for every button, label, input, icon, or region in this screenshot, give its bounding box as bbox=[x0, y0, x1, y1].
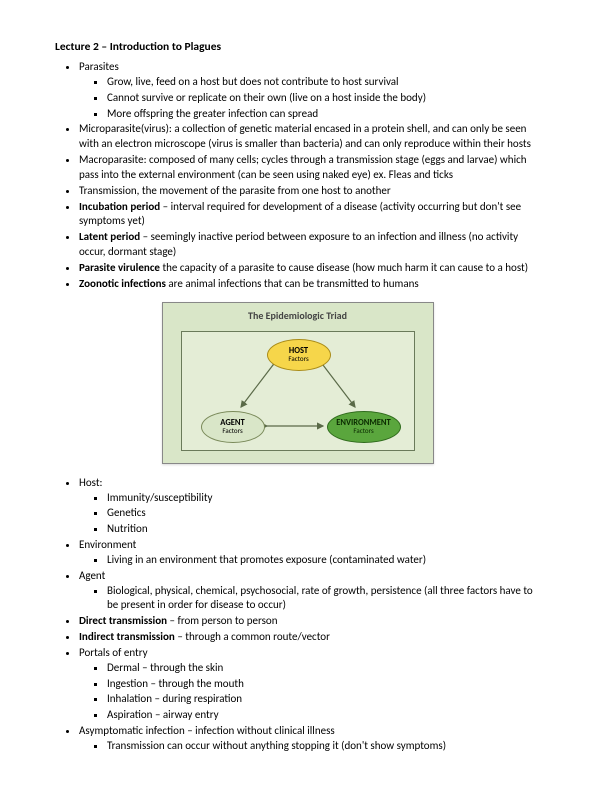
node-agent: AGENT Factors bbox=[201, 411, 265, 443]
list-item: Dermal – through the skin bbox=[107, 661, 540, 676]
node-environment: ENVIRONMENT Factors bbox=[327, 411, 401, 443]
triad-diagram: The Epidemiologic Triad HOST Factors bbox=[162, 302, 434, 464]
text: Agent bbox=[79, 569, 105, 582]
term: Indirect transmission bbox=[79, 630, 175, 643]
text: the capacity of a parasite to cause dise… bbox=[160, 261, 528, 274]
list-item: Ingestion – through the mouth bbox=[107, 677, 540, 692]
list-item: Inhalation – during respiration bbox=[107, 692, 540, 707]
list-item: Asymptomatic infection – infection witho… bbox=[79, 724, 540, 754]
text: – seemingly inactive period between expo… bbox=[79, 230, 518, 258]
list-item: Indirect transmission – through a common… bbox=[79, 630, 540, 645]
list-item: Incubation period – interval required fo… bbox=[79, 200, 540, 230]
list-item: Agent Biological, physical, chemical, ps… bbox=[79, 569, 540, 614]
node-host: HOST Factors bbox=[267, 339, 331, 371]
list-item: Cannot survive or replicate on their own… bbox=[107, 91, 540, 106]
term: Zoonotic infections bbox=[79, 277, 166, 290]
list-item: Parasite virulence the capacity of a par… bbox=[79, 261, 540, 276]
term: Direct transmission bbox=[79, 614, 167, 627]
list-item: Portals of entry Dermal – through the sk… bbox=[79, 646, 540, 723]
list-item: Nutrition bbox=[107, 522, 540, 537]
bullet-list-bottom: Host: Immunity/susceptibility Genetics N… bbox=[55, 476, 540, 754]
list-item: Grow, live, feed on a host but does not … bbox=[107, 75, 540, 90]
list-item: Immunity/susceptibility bbox=[107, 491, 540, 506]
document-page: Lecture 2 – Introduction to Plagues Para… bbox=[0, 0, 595, 785]
list-item: Living in an environment that promotes e… bbox=[107, 553, 540, 568]
term: Incubation period bbox=[79, 200, 160, 213]
term: Parasite virulence bbox=[79, 261, 160, 274]
list-item: Latent period – seemingly inactive perio… bbox=[79, 230, 540, 260]
list-item: Biological, physical, chemical, psychoso… bbox=[107, 584, 540, 614]
list-item: Genetics bbox=[107, 506, 540, 521]
list-item: Macroparasite: composed of many cells; c… bbox=[79, 153, 540, 183]
list-item: Aspiration – airway entry bbox=[107, 708, 540, 723]
list-item: Microparasite(virus): a collection of ge… bbox=[79, 122, 540, 152]
text: Asymptomatic infection – infection witho… bbox=[79, 724, 335, 737]
list-item: More offspring the greater infection can… bbox=[107, 107, 540, 122]
text: – through a common route/vector bbox=[175, 630, 330, 643]
text: Parasites bbox=[79, 60, 119, 73]
text: Environment bbox=[79, 538, 136, 551]
bullet-list-top: Parasites Grow, live, feed on a host but… bbox=[55, 60, 540, 292]
triad-diagram-container: The Epidemiologic Triad HOST Factors bbox=[55, 302, 540, 464]
node-sublabel: Factors bbox=[353, 427, 373, 434]
list-item: Transmission, the movement of the parasi… bbox=[79, 184, 540, 199]
node-sublabel: Factors bbox=[288, 355, 308, 362]
lecture-title: Lecture 2 – Introduction to Plagues bbox=[55, 40, 540, 54]
list-item: Host: Immunity/susceptibility Genetics N… bbox=[79, 476, 540, 537]
diagram-arrows bbox=[163, 303, 433, 463]
node-sublabel: Factors bbox=[222, 427, 242, 434]
list-item: Zoonotic infections are animal infection… bbox=[79, 277, 540, 292]
list-item: Environment Living in an environment tha… bbox=[79, 538, 540, 568]
text: are animal infections that can be transm… bbox=[166, 277, 419, 290]
list-item: Transmission can occur without anything … bbox=[107, 739, 540, 754]
text: – from person to person bbox=[167, 614, 277, 627]
term: Latent period bbox=[79, 230, 140, 243]
text: Portals of entry bbox=[79, 646, 148, 659]
text: Host: bbox=[79, 476, 102, 489]
list-item: Parasites Grow, live, feed on a host but… bbox=[79, 60, 540, 121]
list-item: Direct transmission – from person to per… bbox=[79, 614, 540, 629]
